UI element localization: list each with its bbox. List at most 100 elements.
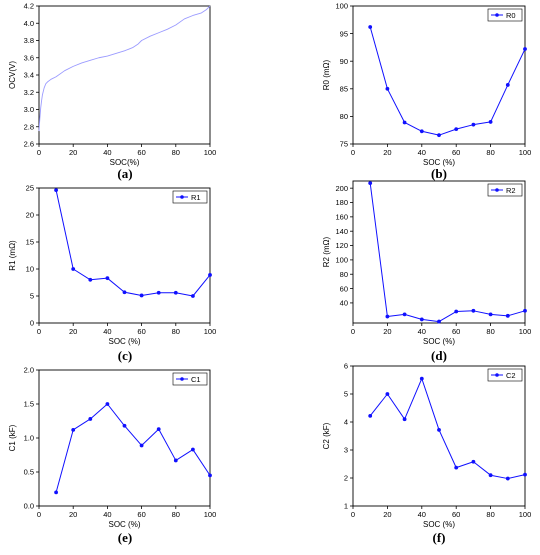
x-tick-label-d-1: 20	[383, 327, 391, 336]
y-tick-label-c-2: 10	[26, 265, 34, 274]
y-tick-label-d-7: 180	[335, 198, 348, 207]
legend-marker-d	[495, 188, 499, 192]
x-tick-label-e-3: 60	[137, 510, 145, 519]
x-axis-title-b: SOC (%)	[423, 158, 455, 167]
data-point-d-5	[454, 309, 459, 314]
x-tick-label-b-1: 20	[383, 148, 391, 157]
y-tick-label-d-3: 100	[335, 256, 348, 265]
x-tick-label-f-3: 60	[452, 510, 460, 519]
data-point-d-4	[437, 319, 441, 324]
x-tick-label-f-0: 0	[351, 510, 355, 519]
data-point-c-7	[173, 290, 178, 295]
y-tick-label-a-6: 3.8	[24, 36, 34, 45]
y-tick-label-e-1: 0.5	[24, 468, 34, 477]
x-tick-label-b-2: 40	[418, 148, 426, 157]
y-tick-label-f-5: 6	[344, 362, 348, 371]
legend-marker-b	[495, 13, 499, 17]
data-point-b-1	[385, 86, 390, 91]
x-tick-label-d-3: 60	[452, 327, 460, 336]
x-tick-label-e-5: 100	[204, 510, 217, 519]
series-line-e	[55, 403, 211, 493]
y-tick-label-b-3: 90	[340, 57, 348, 66]
y-tick-label-e-0: 0.0	[24, 502, 34, 511]
x-tick-label-e-0: 0	[37, 510, 41, 519]
data-point-b-0	[368, 25, 373, 29]
y-axis-title-a: OCV(V)	[8, 61, 17, 89]
legend-label-c: R1	[191, 193, 201, 202]
y-tick-label-f-3: 4	[344, 418, 348, 427]
data-point-b-4	[437, 133, 441, 138]
panel-caption-d: (d)	[431, 348, 447, 363]
data-point-b-8	[505, 83, 510, 87]
x-tick-label-d-4: 80	[486, 327, 494, 336]
data-point-f-6	[471, 459, 476, 464]
data-point-b-7	[488, 120, 493, 124]
x-tick-label-c-5: 100	[204, 327, 217, 336]
y-tick-label-f-1: 2	[344, 474, 348, 483]
x-tick-label-a-5: 100	[204, 148, 217, 157]
x-tick-label-a-2: 40	[103, 148, 111, 157]
x-tick-label-d-5: 100	[519, 327, 532, 336]
legend-box-c	[172, 190, 208, 204]
data-point-e-2	[88, 417, 93, 421]
x-tick-label-d-2: 40	[418, 327, 426, 336]
data-point-d-9	[523, 308, 527, 313]
y-tick-label-d-6: 160	[335, 213, 348, 222]
data-point-d-0	[368, 181, 373, 186]
plot-frame-e	[38, 369, 211, 507]
x-tick-label-e-1: 20	[69, 510, 77, 519]
panel-f: 0 20 40 60 80 100 1 2 3 4 5 6 SOC (%) C2 (kF) C2	[322, 362, 531, 529]
panel-e: 0 20 40 60 80 100 0.0 0.5 1.0 1.5 2.0 SOC (%) C1 (kF…	[8, 366, 216, 529]
data-point-c-2	[88, 277, 93, 282]
y-tick-label-f-4: 5	[344, 390, 348, 399]
x-tick-label-f-5: 100	[519, 510, 532, 519]
series-line-d	[369, 183, 526, 323]
data-point-e-3	[105, 402, 110, 406]
series-line-b	[369, 26, 526, 136]
data-point-e-1	[71, 427, 76, 432]
data-point-d-6	[471, 308, 476, 313]
data-point-e-4	[122, 423, 127, 428]
legend-box-f	[487, 368, 523, 382]
data-point-b-2	[402, 120, 407, 125]
x-axis-title-a: SOC(%)	[110, 158, 140, 167]
y-tick-label-b-2: 85	[340, 85, 348, 94]
data-point-e-6	[156, 427, 161, 432]
y-tick-label-b-1: 80	[340, 112, 348, 121]
y-axis-title-e: C1 (kF)	[8, 424, 17, 451]
data-point-c-6	[156, 290, 161, 295]
y-tick-label-d-8: 200	[335, 184, 348, 193]
y-tick-label-e-2: 1.0	[24, 434, 34, 443]
y-tick-label-a-4: 3.4	[24, 71, 34, 80]
data-point-c-1	[71, 267, 76, 271]
data-point-f-0	[368, 413, 373, 418]
x-tick-label-c-3: 60	[137, 327, 145, 336]
plot-frame-a	[38, 5, 211, 145]
x-axis-title-c: SOC (%)	[109, 337, 141, 346]
panel-caption-a: (a)	[117, 166, 133, 181]
x-tick-label-e-2: 40	[103, 510, 111, 519]
plot-frame-b	[352, 5, 526, 145]
data-point-b-9	[523, 47, 527, 51]
data-point-e-8	[191, 447, 195, 452]
x-tick-label-c-1: 20	[69, 327, 77, 336]
panel-a: 0 20 40 60 80 100 2.6 2.8 3.0 3.2 3.4 3.6 3.8 4.0 4.2 S…	[8, 2, 216, 167]
data-point-c-9	[208, 273, 212, 277]
y-axis-title-d: R2 (mΩ)	[322, 236, 331, 267]
data-point-b-6	[471, 122, 476, 127]
plot-frame-c	[38, 187, 211, 324]
data-point-e-5	[139, 443, 144, 448]
y-tick-label-d-2: 80	[340, 270, 348, 279]
x-tick-label-b-0: 0	[351, 148, 355, 157]
x-tick-label-c-4: 80	[172, 327, 180, 336]
series-line-a	[38, 5, 211, 132]
data-point-f-7	[488, 473, 493, 478]
y-tick-label-f-2: 3	[344, 446, 348, 455]
data-point-f-8	[505, 476, 510, 481]
data-point-d-8	[505, 313, 510, 318]
y-tick-label-a-5: 3.6	[24, 53, 34, 62]
panel-b: 0 20 40 60 80 100 75 80 85 90 95 100 SOC (%) R0 (mΩ) R…	[322, 2, 531, 167]
x-tick-label-b-3: 60	[452, 148, 460, 157]
legend-label-d: R2	[506, 186, 516, 195]
legend-label-f: C2	[506, 371, 516, 380]
